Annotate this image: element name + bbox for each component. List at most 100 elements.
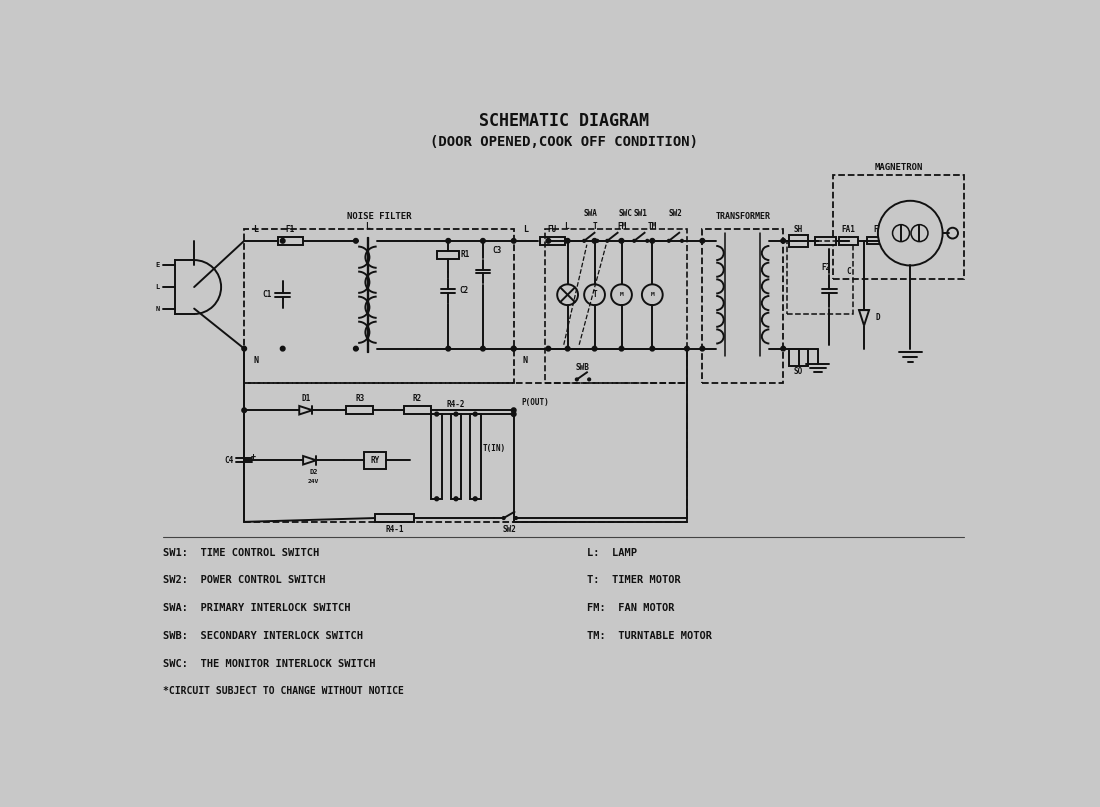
Circle shape (512, 412, 516, 416)
Circle shape (473, 497, 477, 500)
Bar (451, 414, 461, 499)
Bar (790, 235, 807, 247)
Circle shape (546, 239, 551, 243)
Text: L: L (563, 223, 569, 232)
Text: D1: D1 (301, 394, 310, 404)
Text: SW1: SW1 (634, 209, 648, 219)
Circle shape (546, 346, 551, 351)
Text: L: L (155, 284, 160, 290)
Text: SO: SO (794, 367, 803, 376)
Text: E: E (155, 262, 160, 269)
Text: R2: R2 (412, 394, 422, 404)
Text: R4-1: R4-1 (385, 525, 404, 534)
Bar (790, 349, 807, 366)
Circle shape (650, 239, 654, 243)
Text: R4-2: R4-2 (447, 400, 465, 409)
Bar (438, 251, 459, 258)
Text: T:  TIMER MOTOR: T: TIMER MOTOR (587, 575, 681, 585)
Text: L: L (365, 223, 370, 232)
Bar (278, 237, 303, 245)
Text: L: L (253, 225, 258, 234)
Text: RY: RY (371, 456, 380, 465)
Text: C3: C3 (492, 245, 502, 254)
Circle shape (583, 240, 585, 242)
Polygon shape (859, 310, 869, 325)
Circle shape (473, 412, 477, 416)
Circle shape (592, 239, 597, 243)
Bar (544, 229, 686, 383)
Circle shape (606, 240, 608, 242)
Text: F1: F1 (286, 225, 295, 234)
Polygon shape (304, 456, 316, 465)
Text: SW2: SW2 (669, 209, 682, 219)
Bar (244, 229, 514, 383)
Text: D: D (876, 313, 880, 322)
Text: FA1: FA1 (842, 225, 856, 234)
Text: T(IN): T(IN) (483, 444, 506, 454)
Text: FU: FU (548, 225, 557, 234)
Circle shape (242, 346, 246, 351)
Circle shape (454, 412, 458, 416)
Circle shape (619, 346, 624, 351)
Text: SWB:  SECONDARY INTERLOCK SWITCH: SWB: SECONDARY INTERLOCK SWITCH (163, 631, 363, 641)
Circle shape (242, 408, 246, 412)
Bar (375, 514, 414, 522)
Circle shape (878, 201, 943, 266)
Circle shape (353, 239, 359, 243)
Text: P(OUT): P(OUT) (521, 398, 549, 407)
Circle shape (446, 346, 451, 351)
Text: SWA:  PRIMARY INTERLOCK SWITCH: SWA: PRIMARY INTERLOCK SWITCH (163, 603, 351, 613)
Bar (839, 237, 858, 245)
Bar (834, 175, 965, 279)
Circle shape (700, 346, 705, 351)
Circle shape (565, 239, 570, 243)
Bar (244, 383, 686, 522)
Text: C2: C2 (459, 286, 469, 295)
Circle shape (642, 284, 662, 305)
Circle shape (646, 240, 649, 242)
Circle shape (700, 239, 705, 243)
Text: +: + (251, 452, 256, 461)
Text: N: N (155, 306, 160, 312)
Circle shape (454, 497, 458, 500)
Text: *CIRCUIT SUBJECT TO CHANGE WITHOUT NOTICE: *CIRCUIT SUBJECT TO CHANGE WITHOUT NOTIC… (163, 686, 404, 696)
Text: SW1:  TIME CONTROL SWITCH: SW1: TIME CONTROL SWITCH (163, 548, 320, 558)
Circle shape (280, 239, 285, 243)
Text: FM:  FAN MOTOR: FM: FAN MOTOR (587, 603, 674, 613)
Text: R1: R1 (461, 250, 470, 259)
Text: NOISE FILTER: NOISE FILTER (346, 211, 411, 220)
Circle shape (446, 239, 451, 243)
Bar (404, 407, 431, 414)
Text: SWB: SWB (576, 363, 590, 372)
Bar (788, 240, 853, 314)
Text: T: T (592, 291, 597, 299)
Text: D2: D2 (309, 469, 318, 475)
Circle shape (781, 239, 785, 243)
Circle shape (612, 284, 631, 305)
Text: TM:  TURNTABLE MOTOR: TM: TURNTABLE MOTOR (587, 631, 712, 641)
Circle shape (684, 346, 690, 351)
Text: FM: FM (617, 223, 626, 232)
Circle shape (584, 284, 605, 305)
Circle shape (565, 346, 570, 351)
Circle shape (619, 239, 624, 243)
Text: 24V: 24V (308, 479, 319, 483)
Text: C1: C1 (263, 291, 272, 299)
Text: F: F (873, 225, 878, 234)
Text: T: T (592, 223, 597, 232)
Bar (470, 414, 481, 499)
Bar (815, 237, 836, 245)
Text: N: N (522, 356, 528, 365)
Circle shape (587, 378, 591, 381)
Text: MAGNETRON: MAGNETRON (874, 163, 923, 172)
Text: L: L (522, 225, 528, 234)
Circle shape (668, 240, 670, 242)
Circle shape (280, 346, 285, 351)
Circle shape (353, 346, 359, 351)
Text: TRANSFORMER: TRANSFORMER (716, 211, 771, 220)
Circle shape (592, 346, 597, 351)
Circle shape (596, 240, 598, 242)
Bar (346, 407, 373, 414)
Circle shape (558, 284, 578, 305)
Text: F2: F2 (821, 263, 830, 272)
